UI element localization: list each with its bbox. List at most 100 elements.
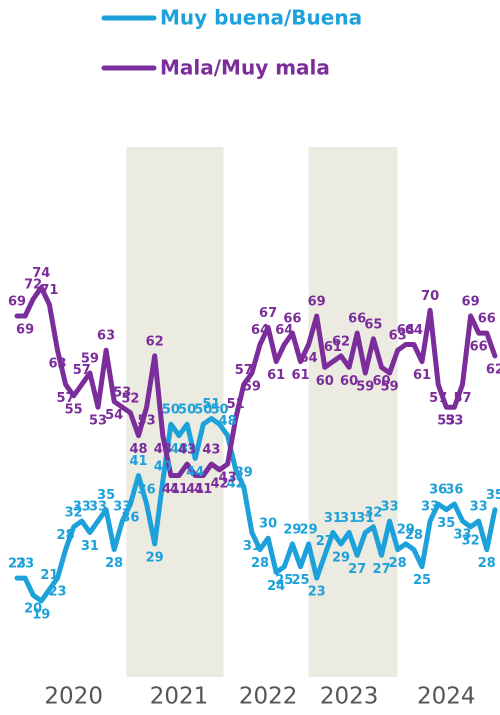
data-label: 57: [453, 391, 471, 406]
data-label: 69: [16, 322, 34, 337]
data-label: 23: [8, 557, 26, 572]
data-label: 48: [129, 442, 147, 457]
data-label: 42: [227, 476, 245, 491]
data-label: 19: [32, 607, 50, 622]
data-label: 59: [356, 379, 374, 394]
data-labels: 2323201921232832333133352833364136294050…: [8, 266, 500, 622]
data-label: 66: [348, 312, 366, 327]
data-label: 63: [389, 329, 407, 344]
data-label: 31: [356, 511, 374, 526]
data-label: 48: [219, 414, 237, 429]
data-label: 28: [405, 528, 423, 543]
data-label: 36: [138, 483, 156, 498]
data-label: 41: [162, 482, 180, 497]
legend-label: Muy buena/Buena: [160, 6, 362, 30]
data-label: 54: [105, 408, 123, 423]
data-label: 29: [300, 522, 318, 537]
data-label: 44: [186, 465, 204, 480]
data-label: 64: [397, 323, 415, 338]
data-label: 60: [372, 374, 390, 389]
legend-label: Mala/Muy mala: [160, 56, 330, 80]
data-label: 70: [421, 289, 439, 304]
data-label: 43: [202, 443, 220, 458]
data-label: 66: [478, 312, 496, 327]
data-label: 57: [429, 391, 447, 406]
data-label: 25: [275, 573, 293, 588]
data-label: 69: [8, 294, 26, 309]
data-label: 33: [73, 500, 91, 515]
data-label: 53: [437, 414, 455, 429]
data-label: 41: [194, 482, 212, 497]
data-label: 42: [210, 476, 228, 491]
data-label: 64: [405, 323, 423, 338]
data-label: 27: [316, 534, 334, 549]
data-label: 71: [40, 283, 58, 298]
x-tick-label: 2022: [239, 684, 298, 710]
data-label: 64: [275, 323, 293, 338]
data-label: 24: [267, 579, 285, 594]
data-label: 27: [348, 562, 366, 577]
data-label: 51: [227, 397, 245, 412]
year-band: [308, 147, 398, 677]
data-label: 28: [389, 556, 407, 571]
data-label: 69: [308, 294, 326, 309]
data-label: 50: [162, 403, 180, 418]
data-label: 28: [105, 556, 123, 571]
data-label: 60: [340, 374, 358, 389]
data-label: 23: [308, 585, 326, 600]
year-band: [126, 147, 224, 677]
data-label: 61: [267, 368, 285, 383]
data-label: 53: [445, 414, 463, 429]
data-label: 31: [243, 539, 261, 554]
data-label: 59: [81, 351, 99, 366]
data-label: 23: [16, 557, 34, 572]
data-label: 50: [178, 403, 196, 418]
data-label: 25: [291, 573, 309, 588]
data-label: 59: [243, 379, 261, 394]
data-label: 23: [48, 585, 66, 600]
data-label: 52: [121, 391, 139, 406]
data-label: 63: [97, 329, 115, 344]
data-label: 36: [121, 511, 139, 526]
data-label: 57: [235, 363, 253, 378]
data-label: 69: [462, 294, 480, 309]
data-label: 62: [332, 334, 350, 349]
lines: [14, 285, 498, 604]
series-line: [14, 285, 498, 478]
data-label: 43: [178, 443, 196, 458]
data-label: 72: [24, 277, 42, 292]
x-tick-label: 2024: [417, 684, 476, 710]
data-label: 62: [146, 334, 164, 349]
legend: Muy buena/Buena Mala/Muy mala: [101, 6, 362, 80]
data-label: 29: [397, 522, 415, 537]
data-label: 48: [154, 442, 172, 457]
x-tick-label: 2020: [44, 684, 103, 710]
data-label: 33: [381, 500, 399, 515]
data-label: 25: [413, 573, 431, 588]
data-label: 48: [170, 442, 188, 457]
data-label: 66: [470, 340, 488, 355]
data-label: 39: [235, 465, 253, 480]
data-label: 36: [445, 483, 463, 498]
data-label: 21: [40, 568, 58, 583]
data-label: 61: [413, 368, 431, 383]
data-label: 65: [364, 317, 382, 332]
data-label: 53: [89, 414, 107, 429]
series-line: [14, 416, 498, 604]
data-label: 55: [65, 402, 83, 417]
data-label: 28: [478, 556, 496, 571]
data-label: 74: [32, 266, 50, 281]
data-label: 53: [113, 386, 131, 401]
data-label: 31: [324, 511, 342, 526]
data-label: 62: [486, 362, 500, 377]
data-label: 30: [259, 517, 277, 532]
data-label: 64: [251, 323, 269, 338]
data-label: 50: [210, 403, 228, 418]
data-label: 61: [324, 340, 342, 355]
data-label: 27: [372, 562, 390, 577]
data-label: 61: [291, 368, 309, 383]
data-label: 33: [470, 500, 488, 515]
data-label: 60: [316, 374, 334, 389]
data-label: 29: [332, 550, 350, 565]
